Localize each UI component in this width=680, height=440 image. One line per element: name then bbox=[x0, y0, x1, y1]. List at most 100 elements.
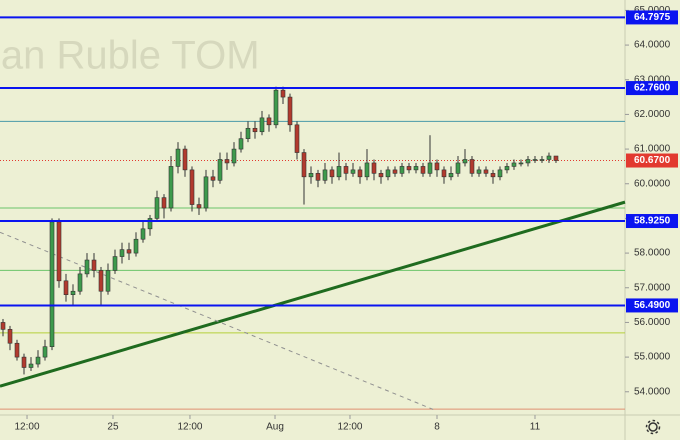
candle-body bbox=[77, 273, 83, 292]
candle-body bbox=[455, 162, 461, 174]
candle-body bbox=[105, 270, 111, 292]
candle-body bbox=[371, 162, 377, 174]
candle-body bbox=[336, 166, 342, 178]
x-tick-label: 12:00 bbox=[337, 422, 362, 433]
candle-body bbox=[7, 329, 13, 344]
candle-body bbox=[196, 204, 202, 209]
candle-body bbox=[511, 162, 517, 167]
candle-body bbox=[238, 138, 244, 150]
candle-body bbox=[224, 159, 230, 164]
level-label-box bbox=[626, 214, 678, 229]
candle-body bbox=[553, 155, 559, 161]
candle-body bbox=[14, 342, 20, 358]
candle-body bbox=[252, 127, 258, 133]
candle-body bbox=[434, 162, 440, 171]
gear[interactable] bbox=[648, 422, 658, 432]
candle-body bbox=[273, 89, 279, 126]
candle-body bbox=[413, 166, 419, 171]
x-tick-label: Aug bbox=[266, 422, 284, 433]
candle-body bbox=[266, 117, 272, 126]
x-tick-label: 25 bbox=[107, 422, 119, 433]
x-tick-label: 11 bbox=[530, 422, 541, 433]
candle-body bbox=[497, 169, 503, 178]
candle-body bbox=[49, 221, 55, 348]
candle-body bbox=[217, 159, 223, 181]
candle-body bbox=[91, 259, 97, 271]
candle-body bbox=[259, 117, 265, 133]
y-tick-label: 60.0000 bbox=[634, 178, 671, 189]
candle-body bbox=[28, 363, 34, 368]
candle-body bbox=[469, 159, 475, 174]
y-tick-label: 57.0000 bbox=[634, 282, 671, 293]
candle-body bbox=[133, 238, 139, 254]
candle-body bbox=[63, 280, 69, 295]
candle-body bbox=[392, 169, 398, 174]
candle-body bbox=[420, 166, 426, 174]
candle-body bbox=[462, 159, 468, 164]
candle-body bbox=[210, 176, 216, 181]
candle-body bbox=[203, 176, 209, 209]
candle-body bbox=[21, 356, 27, 368]
settings-icon[interactable] bbox=[645, 419, 661, 435]
y-tick-label: 61.0000 bbox=[634, 144, 671, 155]
candle-body bbox=[182, 148, 188, 171]
candle-body bbox=[378, 173, 384, 178]
candle-body bbox=[483, 169, 489, 174]
level-label: 56.4900 bbox=[634, 300, 671, 311]
candle-body bbox=[231, 148, 237, 164]
candle-body bbox=[161, 197, 167, 209]
y-tick-label: 55.0000 bbox=[634, 352, 671, 363]
candle-body bbox=[546, 155, 552, 160]
level-label: 64.7975 bbox=[634, 12, 671, 23]
candle-body bbox=[448, 173, 454, 178]
watermark: ian Ruble TOM bbox=[0, 34, 260, 78]
candle-body bbox=[84, 259, 90, 275]
y-tick-label: 58.0000 bbox=[634, 248, 671, 259]
candle-body bbox=[357, 169, 363, 178]
candle-body bbox=[539, 159, 545, 161]
candle-body bbox=[126, 249, 132, 254]
candle-body bbox=[518, 162, 524, 165]
candle-body bbox=[56, 221, 62, 282]
y-tick-label: 64.0000 bbox=[634, 40, 671, 51]
y-tick-label: 54.0000 bbox=[634, 386, 671, 397]
candle-body bbox=[294, 124, 300, 153]
level-label-box bbox=[626, 298, 678, 313]
candle-body bbox=[385, 169, 391, 178]
x-tick-label: 12:00 bbox=[15, 422, 40, 433]
candle-body bbox=[329, 169, 335, 178]
candle-body bbox=[364, 162, 370, 178]
level-label: 58.9250 bbox=[634, 216, 671, 227]
level-label-box bbox=[626, 10, 678, 25]
x-tick-label: 12:00 bbox=[177, 422, 202, 433]
candle-body bbox=[70, 290, 76, 295]
level-label: 62.7600 bbox=[634, 83, 671, 94]
candle-body bbox=[532, 159, 538, 161]
candle-body bbox=[280, 89, 286, 98]
last-price-label: 60.6700 bbox=[634, 155, 671, 166]
candle-body bbox=[189, 169, 195, 205]
candle-body bbox=[525, 159, 531, 164]
candle-body bbox=[427, 162, 433, 174]
candle-body bbox=[441, 169, 447, 178]
candle-body bbox=[315, 173, 321, 181]
candle-body bbox=[343, 166, 349, 174]
candle-body bbox=[35, 356, 41, 365]
candle-body bbox=[406, 166, 412, 171]
candle-body bbox=[245, 127, 251, 139]
candle-body bbox=[301, 152, 307, 178]
candle-body bbox=[140, 228, 146, 240]
candle-body bbox=[98, 270, 104, 292]
candle-body bbox=[476, 169, 482, 174]
y-tick-label: 62.0000 bbox=[634, 109, 671, 120]
y-tick-label: 56.0000 bbox=[634, 317, 671, 328]
candle-body bbox=[147, 218, 153, 230]
candle-body bbox=[308, 173, 314, 178]
candle-body bbox=[322, 169, 328, 181]
candle-body bbox=[119, 249, 125, 257]
last-price-box bbox=[626, 153, 678, 168]
gear-teeth[interactable] bbox=[645, 419, 661, 435]
level-label-box bbox=[626, 81, 678, 96]
trend-line bbox=[0, 231, 436, 411]
